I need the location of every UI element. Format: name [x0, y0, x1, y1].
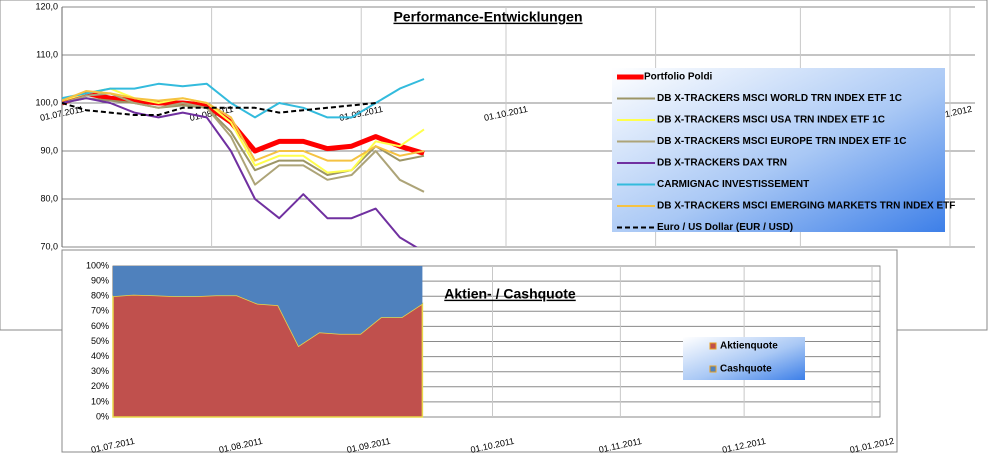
series-line	[62, 92, 425, 193]
y-tick-label: 60%	[91, 321, 109, 331]
y-tick-label: 120,0	[35, 1, 58, 11]
y-tick-label: 10%	[91, 396, 109, 406]
y-tick-label: 30%	[91, 366, 109, 376]
legend-swatch	[709, 365, 717, 373]
series-line	[62, 90, 425, 156]
y-tick-label: 100%	[86, 260, 109, 270]
series-line	[62, 97, 418, 247]
legend-label: Cashquote	[720, 364, 772, 375]
legend-label: Aktienquote	[720, 341, 778, 352]
legend-box	[612, 68, 945, 232]
plot	[62, 78, 425, 247]
legend-swatch	[709, 342, 717, 350]
y-tick-label: 80,0	[40, 193, 58, 203]
legend-label: Portfolio Poldi	[644, 72, 713, 83]
y-tick-label: 80%	[91, 291, 109, 301]
series-line	[62, 97, 425, 176]
y-tick-label: 110,0	[36, 49, 58, 59]
quote-chart: 0%10%20%30%40%50%60%70%80%90%100%01.07.2…	[86, 260, 895, 455]
series-line	[62, 87, 425, 174]
legend-label: Euro / US Dollar (EUR / USD)	[657, 222, 793, 233]
legend-label: DB X-TRACKERS MSCI WORLD TRN INDEX ETF 1…	[657, 93, 902, 104]
legend-label: CARMIGNAC INVESTISSEMENT	[657, 179, 809, 190]
y-tick-label: 40%	[91, 351, 109, 361]
y-tick-label: 90%	[91, 275, 109, 285]
y-tick-label: 70,0	[40, 241, 58, 251]
legend-label: DB X-TRACKERS MSCI EUROPE TRN INDEX ETF …	[657, 136, 906, 147]
legend-label: DB X-TRACKERS MSCI USA TRN INDEX ETF 1C	[657, 115, 885, 126]
series-line	[62, 90, 425, 162]
series-area	[113, 266, 423, 346]
y-tick-label: 100,0	[35, 97, 58, 107]
y-tick-label: 50%	[91, 336, 109, 346]
chart-title: Aktien- / Cashquote	[444, 286, 576, 302]
y-tick-label: 20%	[91, 381, 109, 391]
y-tick-label: 70%	[91, 306, 109, 316]
legend-label: DB X-TRACKERS DAX TRN	[657, 158, 787, 169]
y-tick-label: 90,0	[40, 145, 58, 155]
y-tick-label: 0%	[96, 411, 109, 421]
series-line	[62, 78, 425, 119]
chart-title: Performance-Entwicklungen	[393, 9, 582, 25]
legend-box	[683, 337, 805, 380]
legend-label: DB X-TRACKERS MSCI EMERGING MARKETS TRN …	[657, 201, 955, 212]
series-line	[62, 102, 376, 116]
